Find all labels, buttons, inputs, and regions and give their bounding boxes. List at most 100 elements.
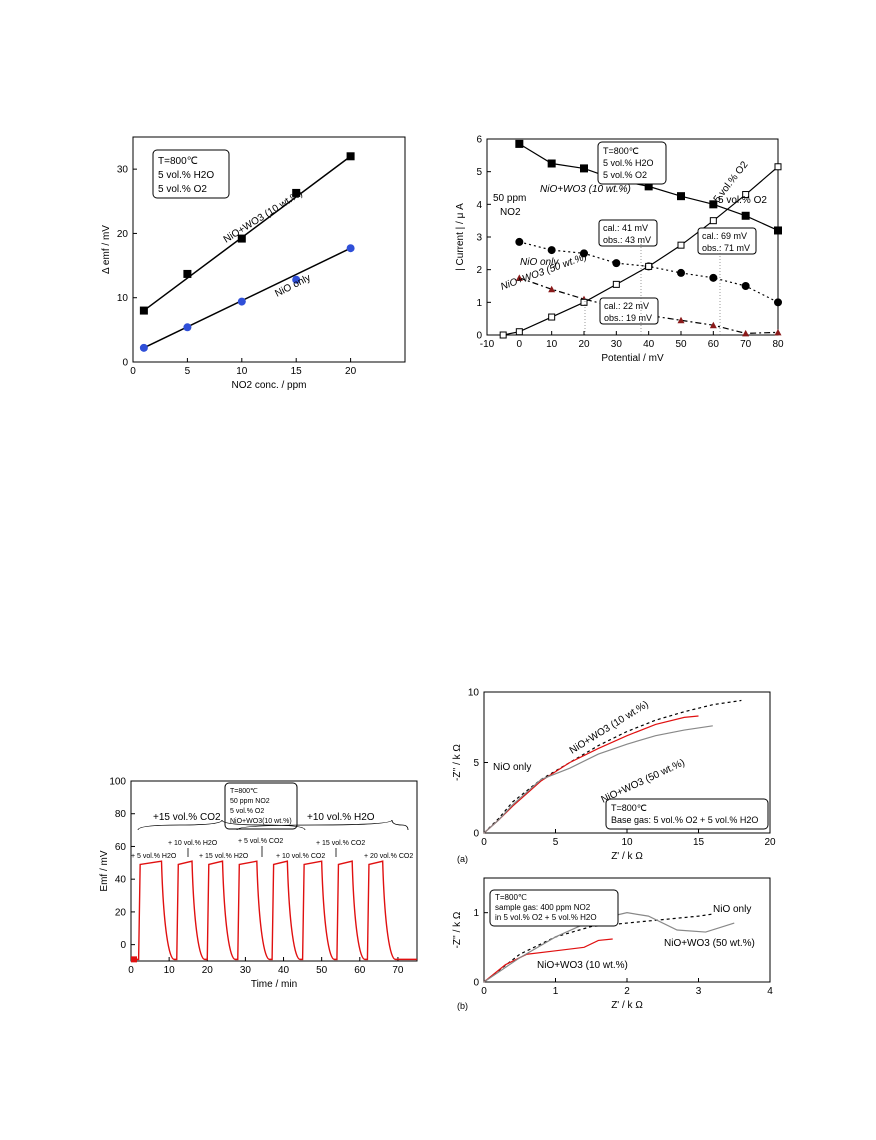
- x-tick-label-4: 20: [345, 366, 357, 377]
- series-2-point-7: [742, 329, 750, 337]
- x-tick-label-5: 40: [643, 339, 655, 350]
- plot-frame: [132, 136, 406, 363]
- x-tick-label-3: 20: [578, 339, 590, 350]
- x-tick-label-4: 4: [767, 986, 773, 997]
- series-0-label: NiO only: [493, 762, 531, 773]
- x-axis-label: Potential / mV: [601, 353, 664, 364]
- brace-h2o: [236, 819, 409, 831]
- series-1-point-1: [547, 246, 556, 255]
- chart-c4: 0 5 10 15 20 0 5 10 Z' / k Ω -Z'' / k Ω (a) T=800℃ B…: [452, 688, 776, 865]
- condition-line-3: NiO+WO3(10 wt.%): [230, 818, 292, 825]
- chart-c1: 0 5 10 15 20 0 10 20 30 NO2 conc. / ppm Δ emf / mV…: [101, 136, 406, 391]
- y-tick-label-1: 5: [473, 758, 479, 769]
- emf-trace: [131, 860, 417, 961]
- y-tick-label-3: 60: [115, 842, 127, 853]
- series-1-point-0: [139, 343, 148, 352]
- series-2-line: [483, 725, 713, 834]
- y-tick-label-2: 2: [476, 265, 482, 276]
- y-tick-label-5: 100: [109, 777, 126, 788]
- series-2-point-6: [709, 321, 717, 329]
- y-tick-label-6: 6: [476, 135, 482, 146]
- annotation-7: + 15 vol.% CO2: [316, 840, 365, 847]
- annotation-4: obs.: 43 mV: [603, 235, 651, 245]
- series-3-point-0: [499, 331, 507, 339]
- condition-line-0: T=800℃: [158, 156, 198, 167]
- annotation-8: obs.: 19 mV: [604, 313, 652, 323]
- annotation-5: + 5 vol.% CO2: [238, 838, 283, 845]
- y-tick-label-1: 10: [117, 293, 129, 304]
- x-tick-label-1: 5: [553, 837, 559, 848]
- x-tick-label-4: 40: [278, 965, 290, 976]
- x-axis-label: Z' / k Ω: [611, 1000, 643, 1011]
- annotation-6: + 10 vol.% CO2: [276, 853, 325, 860]
- x-tick-label-1: 5: [185, 366, 191, 377]
- y-tick-label-0: 0: [476, 331, 482, 342]
- x-tick-label-2: 2: [624, 986, 630, 997]
- condition-line-2: 5 vol.% O2: [230, 808, 264, 815]
- series-3-point-1: [515, 328, 523, 336]
- x-tick-label-5: 50: [316, 965, 328, 976]
- series-1-point-3: [612, 259, 621, 268]
- x-tick-label-6: 50: [675, 339, 687, 350]
- series-1-label: NiO only: [520, 257, 559, 268]
- y-tick-label-4: 4: [476, 200, 482, 211]
- x-tick-label-9: 80: [772, 339, 784, 350]
- y-axis-label: -Z'' / k Ω: [452, 911, 463, 948]
- x-tick-label-4: 20: [764, 837, 776, 848]
- series-2-label: NiO+WO3 (50 wt.%): [600, 757, 687, 805]
- series-0-fit-line: [143, 155, 352, 312]
- series-1-point-7: [741, 282, 750, 290]
- series-0-point-1: [547, 159, 556, 168]
- x-tick-label-1: 10: [164, 965, 176, 976]
- annotation-1: +10 vol.% H2O: [307, 812, 375, 823]
- series-1-label: NiO+WO3 (10 wt.%): [568, 699, 651, 756]
- y-tick-label-0: 0: [120, 940, 126, 951]
- x-tick-label-3: 3: [696, 986, 702, 997]
- series-3-point-4: [612, 280, 620, 288]
- y-tick-label-0: 0: [122, 358, 128, 369]
- condition-line-0: T=800℃: [495, 893, 527, 902]
- series-2-point-5: [677, 316, 685, 324]
- condition-line-2: 5 vol.% O2: [603, 170, 647, 180]
- annotation-2: + 5 vol.% H2O: [131, 853, 177, 860]
- series-1-point-4: [346, 244, 355, 253]
- series-0-point-7: [741, 211, 750, 220]
- x-tick-label-1: 1: [553, 986, 559, 997]
- series-0-point-3: [292, 188, 301, 197]
- series-3-point-9: [774, 163, 782, 171]
- series-0-point-8: [774, 226, 782, 235]
- cal-22-box: [599, 297, 659, 325]
- series-1-point-0: [515, 237, 524, 246]
- y-tick-label-2: 40: [115, 875, 127, 886]
- x-tick-label-3: 30: [240, 965, 252, 976]
- x-tick-label-1: 0: [517, 339, 523, 350]
- y-tick-label-0: 0: [473, 829, 479, 840]
- annotation-5: cal.: 69 mV: [702, 231, 747, 241]
- annotation-8: + 20 vol.% CO2: [364, 853, 413, 860]
- series-1-fit-line: [143, 247, 351, 349]
- condition-line-1: Base gas: 5 vol.% O2 + 5 vol.% H2O: [611, 815, 758, 825]
- series-1-label: NiO+WO3 (10 wt.%): [537, 960, 628, 971]
- series-1-point-8: [774, 298, 782, 307]
- series-0-point-0: [515, 139, 524, 148]
- x-tick-label-7: 70: [392, 965, 404, 976]
- series-0-label: NiO+WO3 (10 wt.%): [540, 184, 631, 195]
- y-tick-label-5: 5: [476, 167, 482, 178]
- y-axis-label: Emf / mV: [99, 850, 110, 891]
- x-tick-label-0: -10: [480, 339, 495, 350]
- x-axis-label: NO2 conc. / ppm: [231, 380, 306, 391]
- series-1-point-5: [677, 268, 685, 277]
- y-tick-label-1: 1: [473, 908, 479, 919]
- annotation-3: cal.: 41 mV: [603, 223, 648, 233]
- x-tick-label-2: 10: [236, 366, 248, 377]
- annotation-0: 50 ppm: [493, 193, 526, 204]
- series-2-label: NiO+WO3 (50 wt.%): [664, 938, 755, 949]
- x-tick-label-0: 0: [481, 837, 487, 848]
- condition-line-0: T=800℃: [230, 788, 258, 795]
- x-tick-label-0: 0: [481, 986, 487, 997]
- condition-line-1: sample gas: 400 ppm NO2: [495, 903, 591, 912]
- y-tick-label-1: 20: [115, 907, 127, 918]
- panel-label: (b): [457, 1001, 468, 1011]
